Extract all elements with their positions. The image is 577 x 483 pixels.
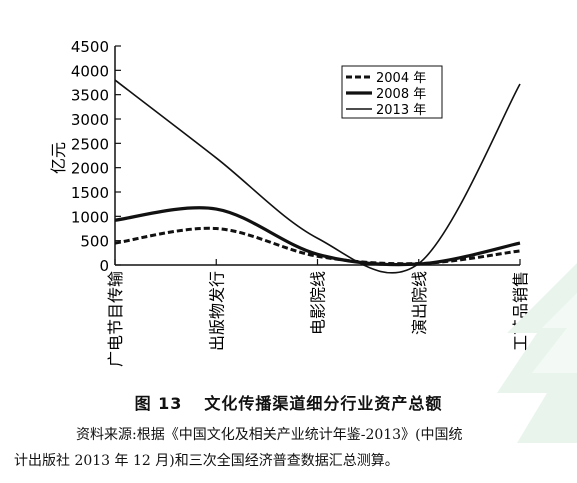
y-tick-label: 4500 (71, 38, 109, 56)
y-tick-label: 2000 (71, 160, 109, 178)
y-tick-label: 1500 (71, 184, 109, 202)
y-tick-label: 3500 (71, 87, 109, 105)
line-chart: 0 500 1000 1500 2000 2500 3000 3500 4000 4500 广电节… (49, 38, 530, 367)
watermark-logo (497, 263, 577, 443)
x-ticks: 广电节目传输 出版物发行 电影院线 演出院线 工艺品销售 (106, 259, 530, 367)
source-line-2: 计出版社 2013 年 12 月)和三次全国经济普查数据汇总测算。 (14, 453, 399, 469)
series-line-1 (114, 206, 521, 267)
chart-axes (114, 46, 520, 266)
figure-caption: 图 13 文化传播渠道细分行业资产总额 (0, 390, 577, 414)
legend-label: 2013 年 (376, 103, 426, 118)
legend-label: 2004 年 (376, 71, 426, 86)
x-tick-label: 广电节目传输 (106, 271, 125, 367)
source-line-1: 资料来源:根据《中国文化及相关产业统计年鉴-2013》(中国统 (76, 427, 463, 443)
series-lines (114, 79, 521, 274)
source-note: 资料来源:根据《中国文化及相关产业统计年鉴-2013》(中国统 计出版社 201… (14, 422, 570, 474)
figure-title: 文化传播渠道细分行业资产总额 (204, 394, 443, 413)
series-line-2 (114, 79, 521, 274)
y-tick-label: 3000 (71, 111, 109, 129)
y-tick-label: 500 (80, 233, 109, 251)
y-tick-label: 1000 (71, 208, 109, 226)
y-axis-label: 亿元 (49, 142, 68, 174)
figure-number: 图 13 (134, 394, 183, 413)
series-line-0 (114, 226, 521, 266)
y-ticks: 0 500 1000 1500 2000 2500 3000 3500 4000 4500 (71, 38, 121, 275)
x-tick-label: 电影院线 (309, 271, 328, 335)
y-tick-label: 4000 (71, 62, 109, 80)
y-tick-label: 0 (99, 257, 109, 275)
legend-label: 2008 年 (376, 87, 426, 102)
x-tick-label: 出版物发行 (207, 271, 226, 351)
x-tick-label: 演出院线 (410, 271, 429, 335)
y-tick-label: 2500 (71, 135, 109, 153)
